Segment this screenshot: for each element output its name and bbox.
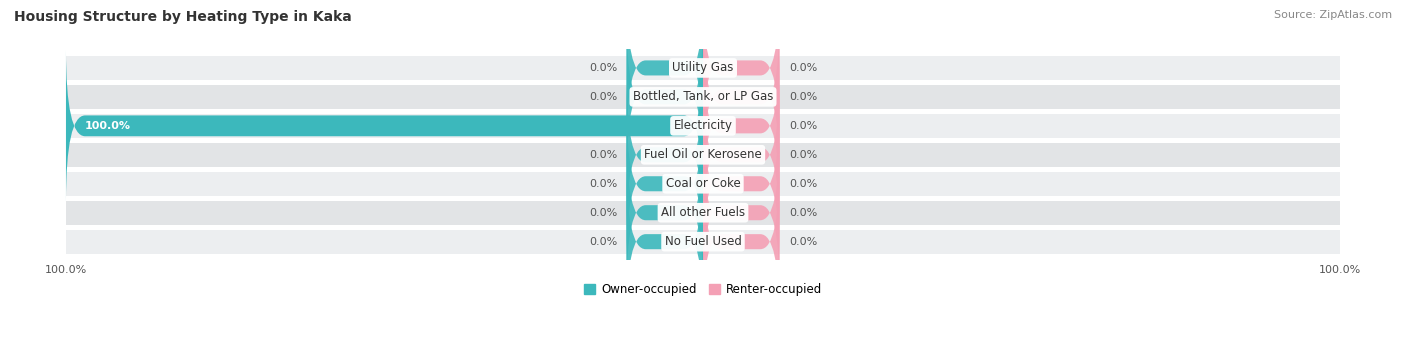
Text: Housing Structure by Heating Type in Kaka: Housing Structure by Heating Type in Kak… <box>14 10 352 24</box>
Text: 0.0%: 0.0% <box>589 92 617 102</box>
FancyBboxPatch shape <box>703 17 779 176</box>
FancyBboxPatch shape <box>703 162 779 321</box>
FancyBboxPatch shape <box>627 133 703 292</box>
Text: No Fuel Used: No Fuel Used <box>665 235 741 248</box>
FancyBboxPatch shape <box>703 46 779 205</box>
Text: Electricity: Electricity <box>673 119 733 132</box>
Text: Coal or Coke: Coal or Coke <box>665 177 741 190</box>
Bar <box>66 172 1340 196</box>
FancyBboxPatch shape <box>703 0 779 147</box>
Bar <box>66 229 1340 254</box>
Bar <box>66 85 1340 109</box>
FancyBboxPatch shape <box>627 75 703 234</box>
Text: Source: ZipAtlas.com: Source: ZipAtlas.com <box>1274 10 1392 20</box>
Text: 0.0%: 0.0% <box>589 179 617 189</box>
Text: 0.0%: 0.0% <box>589 150 617 160</box>
FancyBboxPatch shape <box>66 49 703 202</box>
Text: 0.0%: 0.0% <box>789 150 817 160</box>
Bar <box>66 201 1340 225</box>
Text: 0.0%: 0.0% <box>789 92 817 102</box>
Text: 100.0%: 100.0% <box>86 121 131 131</box>
Text: Utility Gas: Utility Gas <box>672 61 734 74</box>
Text: Bottled, Tank, or LP Gas: Bottled, Tank, or LP Gas <box>633 90 773 103</box>
Text: 0.0%: 0.0% <box>589 237 617 247</box>
Text: 0.0%: 0.0% <box>789 208 817 218</box>
Bar <box>66 114 1340 138</box>
Text: Fuel Oil or Kerosene: Fuel Oil or Kerosene <box>644 148 762 161</box>
FancyBboxPatch shape <box>703 75 779 234</box>
Bar <box>66 56 1340 80</box>
Text: 0.0%: 0.0% <box>589 63 617 73</box>
Text: 0.0%: 0.0% <box>789 179 817 189</box>
Text: 0.0%: 0.0% <box>589 208 617 218</box>
Text: 0.0%: 0.0% <box>789 63 817 73</box>
Legend: Owner-occupied, Renter-occupied: Owner-occupied, Renter-occupied <box>579 279 827 301</box>
FancyBboxPatch shape <box>703 133 779 292</box>
FancyBboxPatch shape <box>627 162 703 321</box>
Bar <box>66 143 1340 167</box>
FancyBboxPatch shape <box>627 0 703 147</box>
Text: All other Fuels: All other Fuels <box>661 206 745 219</box>
FancyBboxPatch shape <box>627 17 703 176</box>
Text: 0.0%: 0.0% <box>789 121 817 131</box>
Text: 0.0%: 0.0% <box>789 237 817 247</box>
FancyBboxPatch shape <box>627 104 703 263</box>
FancyBboxPatch shape <box>703 104 779 263</box>
